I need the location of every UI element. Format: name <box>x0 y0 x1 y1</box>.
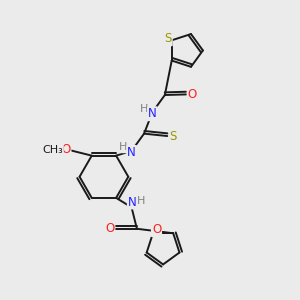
Text: O: O <box>188 88 197 101</box>
Text: CH₃: CH₃ <box>42 145 63 155</box>
Text: H: H <box>137 196 145 206</box>
Text: S: S <box>169 130 177 142</box>
Text: N: N <box>127 146 136 159</box>
Text: N: N <box>128 196 136 208</box>
Text: H: H <box>140 104 148 114</box>
Text: H: H <box>119 142 128 152</box>
Text: O: O <box>105 222 114 235</box>
Text: O: O <box>152 223 161 236</box>
Text: N: N <box>148 107 157 120</box>
Text: O: O <box>61 143 70 157</box>
Text: S: S <box>164 32 172 45</box>
